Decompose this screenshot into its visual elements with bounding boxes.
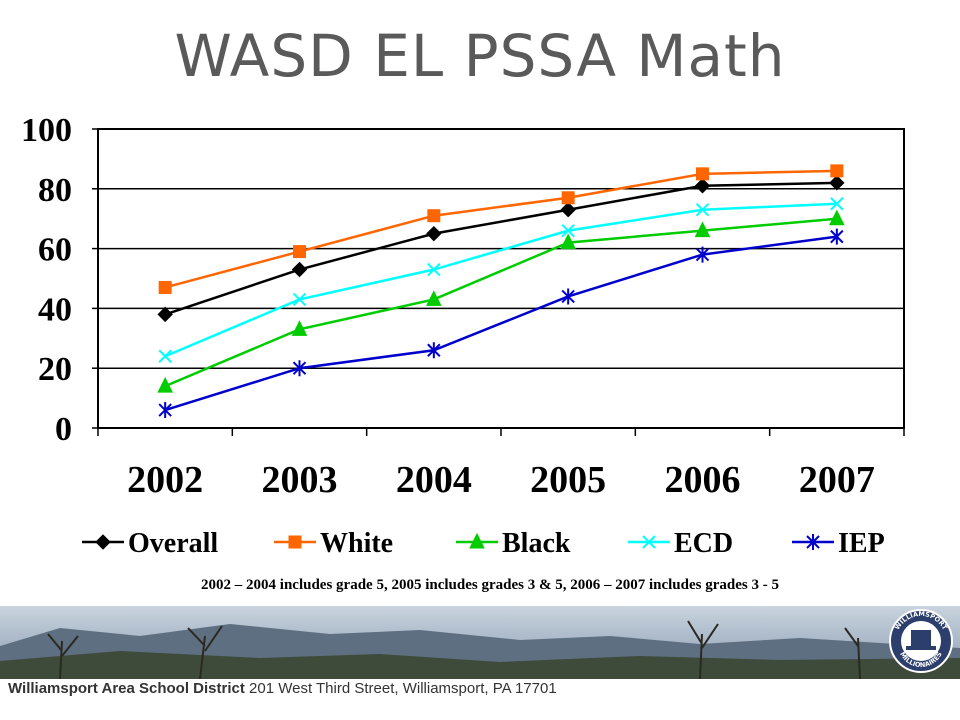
- data-point: [695, 246, 710, 263]
- legend-label: White: [320, 528, 393, 559]
- footer-text: Williamsport Area School District 201 We…: [8, 680, 557, 697]
- y-tick-label: 60: [38, 232, 72, 269]
- data-point: [291, 320, 308, 336]
- x-tick-label: 2002: [127, 459, 203, 501]
- series-line: [164, 235, 837, 412]
- legend-label: Overall: [128, 528, 218, 559]
- series-overall: [157, 175, 845, 323]
- data-point: [829, 209, 845, 226]
- series-line: [164, 217, 837, 388]
- footer-bar: [0, 679, 960, 720]
- y-tick-label: 80: [38, 172, 72, 209]
- data-point: [426, 290, 442, 306]
- footer-address: 201 West Third Street, Williamsport, PA …: [249, 680, 557, 697]
- data-point: [830, 164, 844, 178]
- series-line: [164, 181, 837, 316]
- data-point: [158, 280, 172, 294]
- data-point: [829, 175, 845, 191]
- series-ecd: [158, 197, 844, 363]
- data-point: [560, 202, 576, 218]
- x-tick-label: 2007: [799, 459, 875, 501]
- data-point: [292, 292, 307, 307]
- y-tick-label: 0: [55, 411, 72, 448]
- footnote: 2002 – 2004 includes grade 5, 2005 inclu…: [201, 577, 779, 593]
- legend-item: ECD: [628, 528, 733, 559]
- footer-district: Williamsport Area School District: [8, 680, 245, 697]
- data-point: [292, 360, 307, 377]
- data-point: [561, 223, 575, 238]
- x-tick-label: 2003: [262, 459, 338, 501]
- plot-area: [97, 128, 905, 429]
- series-line: [164, 202, 837, 358]
- legend-item: IEP: [792, 528, 885, 559]
- legend-item: White: [274, 528, 393, 559]
- data-point: [293, 245, 306, 259]
- data-point: [561, 288, 575, 305]
- data-point: [694, 178, 711, 194]
- legend-marker: [469, 532, 485, 549]
- slide-title: WASD EL PSSA Math: [174, 22, 786, 90]
- legend-item: Black: [456, 528, 571, 559]
- data-point: [427, 209, 441, 223]
- x-tick-label: 2006: [665, 459, 741, 501]
- x-tick-label: 2004: [396, 459, 472, 501]
- banner-image: [0, 606, 960, 679]
- legend-marker: [806, 534, 820, 550]
- legend-label: IEP: [838, 528, 885, 559]
- y-tick-label: 20: [38, 351, 72, 388]
- x-tick-label: 2005: [530, 459, 606, 501]
- data-point: [158, 349, 172, 363]
- line-chart: 0 20 40 60 80 100 2002 2003 2004 2005 2006 2007 Over…: [21, 112, 905, 559]
- data-point: [157, 306, 173, 323]
- legend-label: Black: [502, 528, 571, 559]
- legend-item: Overall: [82, 528, 218, 559]
- legend-marker: [642, 535, 656, 549]
- data-point: [560, 233, 576, 250]
- data-point: [427, 342, 441, 359]
- data-point: [695, 203, 710, 217]
- legend-label: ECD: [674, 528, 733, 559]
- district-logo: WILLIAMSPORT MILLIONAIRES: [889, 609, 953, 673]
- series-iep: [158, 228, 844, 419]
- data-point: [158, 402, 172, 419]
- data-point: [426, 225, 442, 242]
- data-point: [291, 261, 308, 278]
- data-point: [696, 167, 709, 181]
- data-point: [427, 262, 441, 277]
- data-point: [694, 221, 711, 238]
- y-tick-label: 100: [21, 112, 72, 149]
- data-point: [830, 197, 844, 211]
- data-point: [561, 191, 575, 205]
- legend-marker: [95, 534, 111, 550]
- series-line: [164, 169, 837, 289]
- series-white: [158, 164, 844, 294]
- legend-marker: [288, 535, 302, 549]
- y-tick-label: 40: [38, 291, 72, 328]
- data-point: [830, 228, 844, 245]
- series-black: [157, 209, 845, 393]
- data-point: [157, 377, 173, 393]
